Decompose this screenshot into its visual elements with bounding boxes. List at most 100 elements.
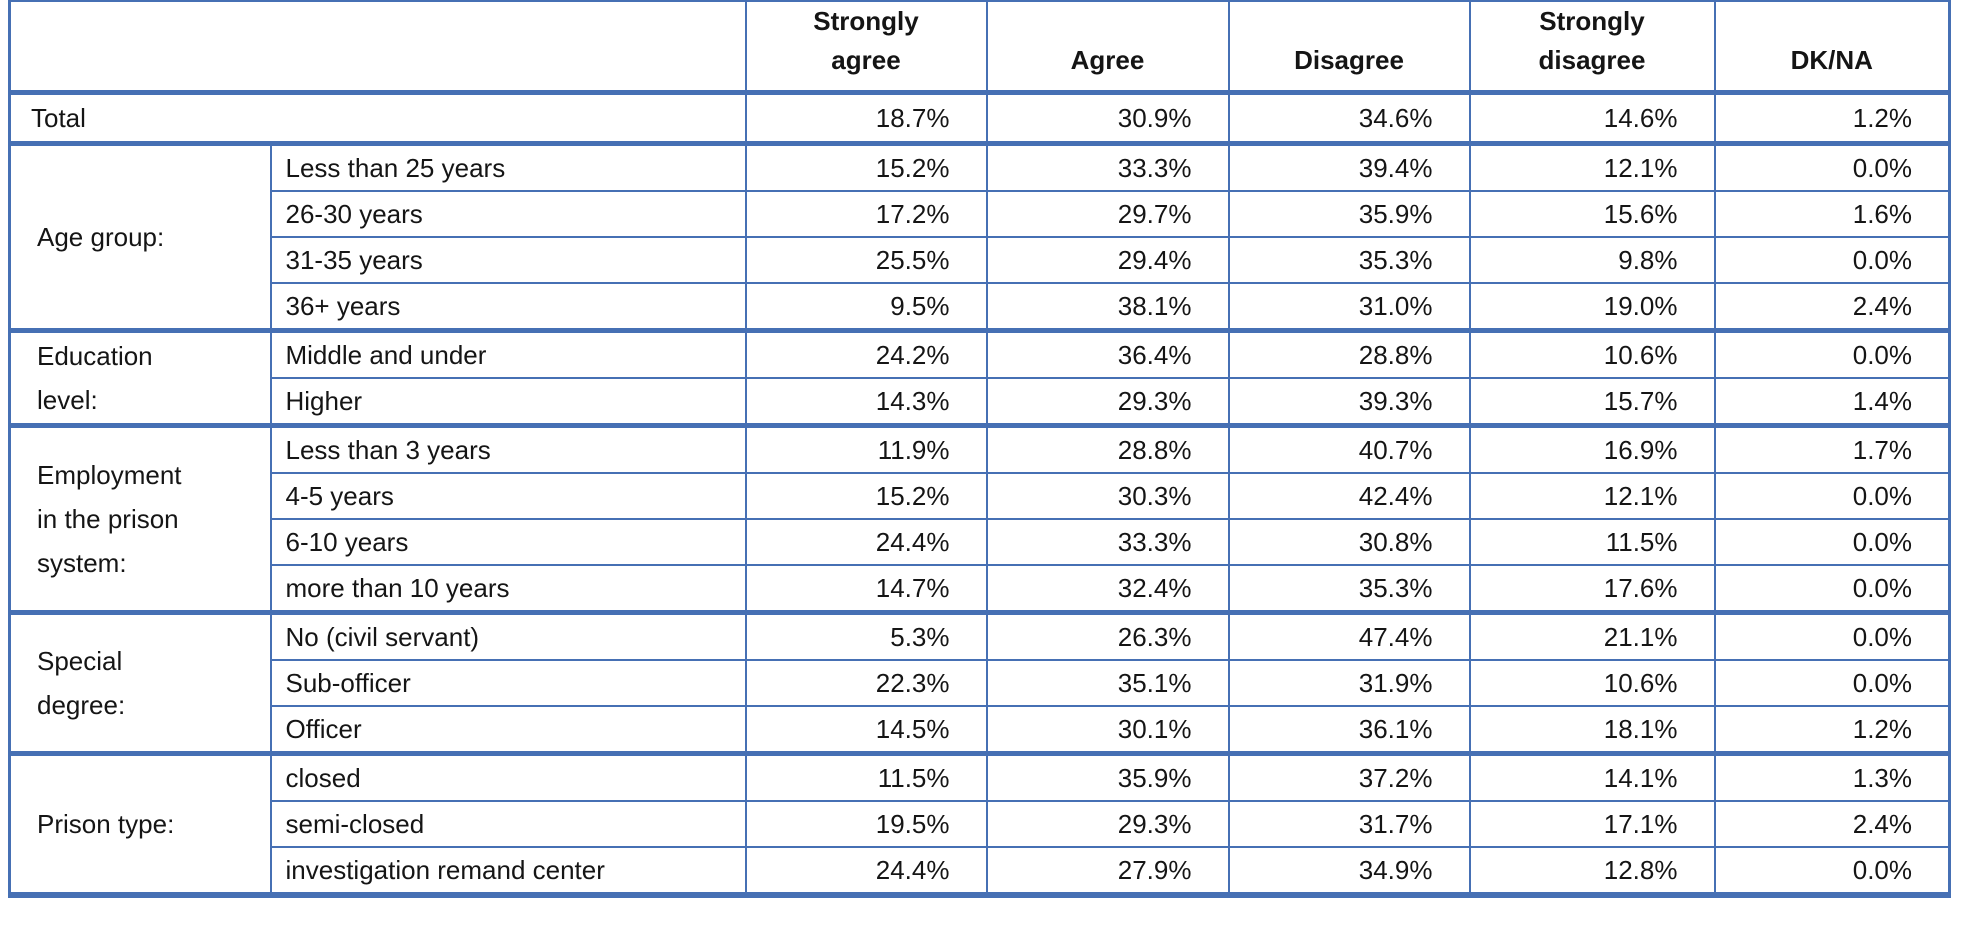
table-row-less-than-3-years: Employment in the prison system: Less tha… bbox=[8, 423, 1951, 614]
value-cell-less-than-3-years-strongly-agree: 11.9% bbox=[744, 423, 988, 474]
value-cell-4-5-years-strongly-disagree: 12.1% bbox=[1468, 472, 1716, 520]
value-cell-semi-closed-strongly-agree: 19.5% bbox=[744, 800, 988, 848]
value-cell-26-30-years-agree: 29.7% bbox=[985, 190, 1230, 238]
table-row-less-than-25-years: Age group: Less than 25 years 15.2% 33.3% 39… bbox=[8, 141, 1951, 332]
subcategory-cell-26-30-years: 26-30 years bbox=[269, 190, 747, 238]
value-cell-semi-closed-agree: 29.3% bbox=[985, 800, 1230, 848]
value-cell-26-30-years-disagree: 35.9% bbox=[1227, 190, 1471, 238]
value-cell-total-strongly-agree: 18.7% bbox=[744, 90, 988, 145]
row-label-total: Total bbox=[8, 90, 747, 145]
table-header: Strongly agree Agree Disagree Strongly disa… bbox=[8, 0, 1951, 94]
value-cell-officer-agree: 30.1% bbox=[985, 705, 1230, 755]
subcategory-cell-closed: closed bbox=[269, 751, 747, 802]
value-cell-investigation-remand-center-strongly-disagree: 12.8% bbox=[1468, 846, 1716, 896]
value-cell-total-disagree: 34.6% bbox=[1227, 90, 1471, 145]
value-cell-middle-and-under-agree: 36.4% bbox=[985, 328, 1230, 379]
value-cell-31-35-years-dk-na: 0.0% bbox=[1713, 236, 1951, 284]
value-cell-investigation-remand-center-strongly-agree: 24.4% bbox=[744, 846, 988, 896]
value-cell-6-10-years-strongly-agree: 24.4% bbox=[744, 518, 988, 566]
value-cell-less-than-3-years-disagree: 40.7% bbox=[1227, 423, 1471, 474]
value-cell-no-civil-servant-strongly-agree: 5.3% bbox=[744, 610, 988, 661]
value-cell-higher-disagree: 39.3% bbox=[1227, 377, 1471, 427]
corner-cell bbox=[8, 0, 747, 94]
subcategory-cell-less-than-25-years: Less than 25 years bbox=[269, 141, 747, 192]
table-row-semi-closed: semi-closed 19.5% 29.3% 31.7% 17.1% 2.4% bbox=[10, 800, 1951, 848]
value-cell-36-years-strongly-disagree: 19.0% bbox=[1468, 282, 1716, 332]
value-cell-closed-strongly-agree: 11.5% bbox=[744, 751, 988, 802]
subcategory-cell-officer: Officer bbox=[269, 705, 747, 755]
survey-results-table: Strongly agree Agree Disagree Strongly disa… bbox=[8, 0, 1951, 898]
subcategory-cell-middle-and-under: Middle and under bbox=[269, 328, 747, 379]
subcategory-cell-investigation-remand-center: investigation remand center bbox=[269, 846, 747, 896]
value-cell-total-dk-na: 1.2% bbox=[1713, 90, 1951, 145]
value-cell-investigation-remand-center-agree: 27.9% bbox=[985, 846, 1230, 896]
subcategory-cell-6-10-years: 6-10 years bbox=[269, 518, 747, 566]
value-cell-more-than-10-years-dk-na: 0.0% bbox=[1713, 564, 1951, 614]
value-cell-more-than-10-years-strongly-disagree: 17.6% bbox=[1468, 564, 1716, 614]
value-cell-middle-and-under-disagree: 28.8% bbox=[1227, 328, 1471, 379]
value-cell-6-10-years-dk-na: 0.0% bbox=[1713, 518, 1951, 566]
column-header-disagree: Disagree bbox=[1227, 0, 1471, 94]
category-cell-prison-type: Prison type: bbox=[8, 751, 272, 896]
value-cell-26-30-years-strongly-disagree: 15.6% bbox=[1468, 190, 1716, 238]
value-cell-total-agree: 30.9% bbox=[985, 90, 1230, 145]
table-row-middle-and-under: Education level: Middle and under 24.2% 36.… bbox=[8, 328, 1951, 427]
value-cell-officer-dk-na: 1.2% bbox=[1713, 705, 1951, 755]
value-cell-sub-officer-agree: 35.1% bbox=[985, 659, 1230, 707]
column-header-strongly-agree: Strongly agree bbox=[744, 0, 988, 94]
column-header-strongly-disagree: Strongly disagree bbox=[1468, 0, 1716, 94]
value-cell-officer-strongly-agree: 14.5% bbox=[744, 705, 988, 755]
value-cell-less-than-3-years-agree: 28.8% bbox=[985, 423, 1230, 474]
value-cell-middle-and-under-strongly-agree: 24.2% bbox=[744, 328, 988, 379]
value-cell-higher-agree: 29.3% bbox=[985, 377, 1230, 427]
value-cell-4-5-years-agree: 30.3% bbox=[985, 472, 1230, 520]
table-row-31-35-years: 31-35 years 25.5% 29.4% 35.3% 9.8% 0.0% bbox=[10, 236, 1951, 284]
value-cell-36-years-agree: 38.1% bbox=[985, 282, 1230, 332]
table-row-no-civil-servant: Special degree: No (civil servant) 5.3% 26.… bbox=[8, 610, 1951, 755]
value-cell-higher-strongly-disagree: 15.7% bbox=[1468, 377, 1716, 427]
value-cell-26-30-years-dk-na: 1.6% bbox=[1713, 190, 1951, 238]
table-row-36-years: 36+ years 9.5% 38.1% 31.0% 19.0% 2.4% bbox=[10, 282, 1951, 332]
value-cell-26-30-years-strongly-agree: 17.2% bbox=[744, 190, 988, 238]
subcategory-cell-sub-officer: Sub-officer bbox=[269, 659, 747, 707]
column-header-dk-na: DK/NA bbox=[1713, 0, 1951, 94]
value-cell-less-than-25-years-dk-na: 0.0% bbox=[1713, 141, 1951, 192]
value-cell-closed-strongly-disagree: 14.1% bbox=[1468, 751, 1716, 802]
subcategory-cell-no-civil-servant: No (civil servant) bbox=[269, 610, 747, 661]
subcategory-cell-4-5-years: 4-5 years bbox=[269, 472, 747, 520]
survey-results-table-wrap: Strongly agree Agree Disagree Strongly disa… bbox=[8, 0, 1951, 898]
value-cell-more-than-10-years-disagree: 35.3% bbox=[1227, 564, 1471, 614]
value-cell-closed-disagree: 37.2% bbox=[1227, 751, 1471, 802]
value-cell-31-35-years-strongly-disagree: 9.8% bbox=[1468, 236, 1716, 284]
value-cell-4-5-years-strongly-agree: 15.2% bbox=[744, 472, 988, 520]
value-cell-36-years-strongly-agree: 9.5% bbox=[744, 282, 988, 332]
value-cell-36-years-dk-na: 2.4% bbox=[1713, 282, 1951, 332]
value-cell-less-than-25-years-disagree: 39.4% bbox=[1227, 141, 1471, 192]
value-cell-less-than-25-years-strongly-agree: 15.2% bbox=[744, 141, 988, 192]
value-cell-31-35-years-agree: 29.4% bbox=[985, 236, 1230, 284]
subcategory-cell-more-than-10-years: more than 10 years bbox=[269, 564, 747, 614]
category-cell-education-level: Education level: bbox=[8, 328, 272, 427]
value-cell-higher-strongly-agree: 14.3% bbox=[744, 377, 988, 427]
table-row-officer: Officer 14.5% 30.1% 36.1% 18.1% 1.2% bbox=[10, 705, 1951, 755]
value-cell-no-civil-servant-strongly-disagree: 21.1% bbox=[1468, 610, 1716, 661]
value-cell-sub-officer-dk-na: 0.0% bbox=[1713, 659, 1951, 707]
value-cell-36-years-disagree: 31.0% bbox=[1227, 282, 1471, 332]
value-cell-4-5-years-dk-na: 0.0% bbox=[1713, 472, 1951, 520]
table-row-more-than-10-years: more than 10 years 14.7% 32.4% 35.3% 17.6% 0.… bbox=[10, 564, 1951, 614]
category-cell-employment-in-the-prison-system: Employment in the prison system: bbox=[8, 423, 272, 614]
value-cell-closed-agree: 35.9% bbox=[985, 751, 1230, 802]
table-row-6-10-years: 6-10 years 24.4% 33.3% 30.8% 11.5% 0.0% bbox=[10, 518, 1951, 566]
table-row-26-30-years: 26-30 years 17.2% 29.7% 35.9% 15.6% 1.6% bbox=[10, 190, 1951, 238]
value-cell-investigation-remand-center-disagree: 34.9% bbox=[1227, 846, 1471, 896]
value-cell-6-10-years-strongly-disagree: 11.5% bbox=[1468, 518, 1716, 566]
value-cell-no-civil-servant-dk-na: 0.0% bbox=[1713, 610, 1951, 661]
value-cell-no-civil-servant-agree: 26.3% bbox=[985, 610, 1230, 661]
subcategory-cell-36-years: 36+ years bbox=[269, 282, 747, 332]
subcategory-cell-semi-closed: semi-closed bbox=[269, 800, 747, 848]
category-cell-special-degree: Special degree: bbox=[8, 610, 272, 755]
subcategory-cell-higher: Higher bbox=[269, 377, 747, 427]
table-row-investigation-remand-center: investigation remand center 24.4% 27.9% 34.… bbox=[10, 846, 1951, 896]
value-cell-less-than-3-years-strongly-disagree: 16.9% bbox=[1468, 423, 1716, 474]
value-cell-sub-officer-disagree: 31.9% bbox=[1227, 659, 1471, 707]
